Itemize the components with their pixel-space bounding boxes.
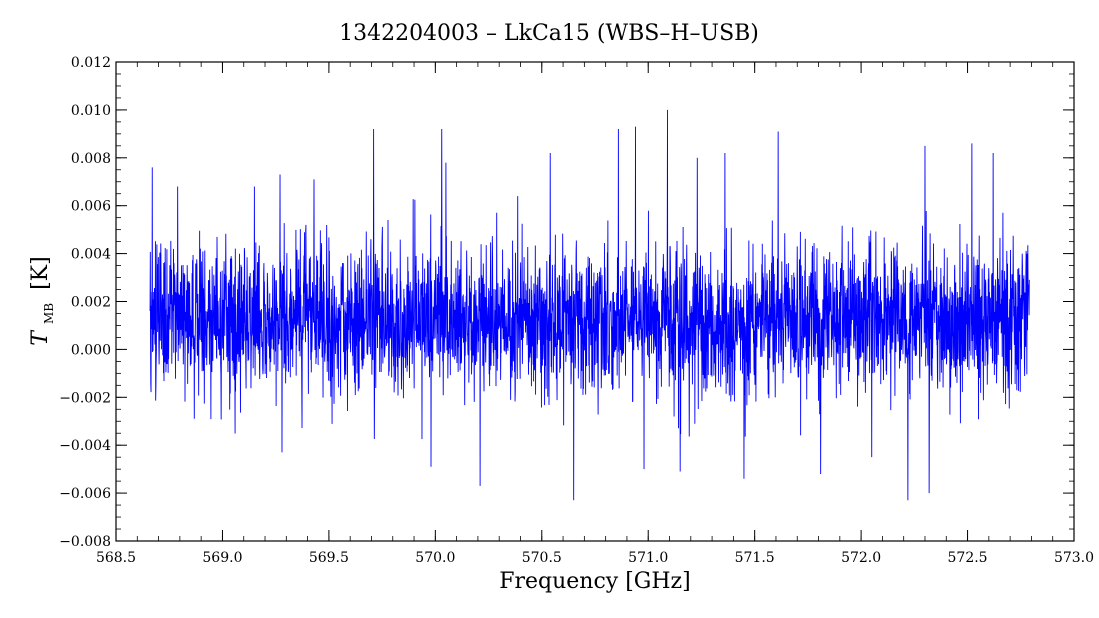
x-tick-label: 569.5 <box>309 550 349 566</box>
x-tick-label: 572.5 <box>948 550 988 566</box>
spectrum-series-line <box>149 109 1030 501</box>
y-axis-label-symbol: T <box>28 329 53 346</box>
y-axis-label: T MB [K] <box>28 256 59 345</box>
plot-area <box>115 61 1075 542</box>
plot-frame <box>115 61 1075 542</box>
y-tick-label: 0.010 <box>71 103 111 119</box>
y-tick-label: −0.004 <box>59 438 111 454</box>
y-tick-label: 0.002 <box>71 295 111 311</box>
y-tick-label: −0.002 <box>59 390 111 406</box>
y-tick-label: −0.008 <box>59 534 111 550</box>
x-tick-label: 570.5 <box>522 550 562 566</box>
y-tick-labels: −0.008 −0.006 −0.004 −0.002 0.000 0.002 0.004 0… <box>59 55 111 550</box>
y-tick-label: −0.006 <box>59 486 111 502</box>
x-axis-label: Frequency [GHz] <box>499 569 691 594</box>
y-tick-label: 0.004 <box>71 247 111 263</box>
y-tick-label: 0.012 <box>71 55 111 71</box>
y-tick-label: 0.000 <box>71 342 111 358</box>
x-tick-label: 571.0 <box>628 550 668 566</box>
series-layer <box>149 109 1030 501</box>
y-axis-label-unit: [K] <box>28 256 53 290</box>
x-tick-label: 569.0 <box>202 550 242 566</box>
chart-title: 1342204003 – LkCa15 (WBS–H–USB) <box>339 21 759 46</box>
x-tick-label: 573.0 <box>1054 550 1094 566</box>
x-tick-label: 570.0 <box>415 550 455 566</box>
x-tick-label: 572.0 <box>841 550 881 566</box>
y-axis-label-subscript: MB <box>42 303 56 324</box>
y-tick-label: 0.008 <box>71 151 111 167</box>
x-tick-label: 568.5 <box>96 550 136 566</box>
x-tick-label: 571.5 <box>735 550 775 566</box>
svg-text:T MB [K]: T MB [K] <box>28 256 59 345</box>
x-tick-labels: 568.5 569.0 569.5 570.0 570.5 571.0 571.5 572.0… <box>96 550 1094 566</box>
y-tick-label: 0.006 <box>71 199 111 215</box>
